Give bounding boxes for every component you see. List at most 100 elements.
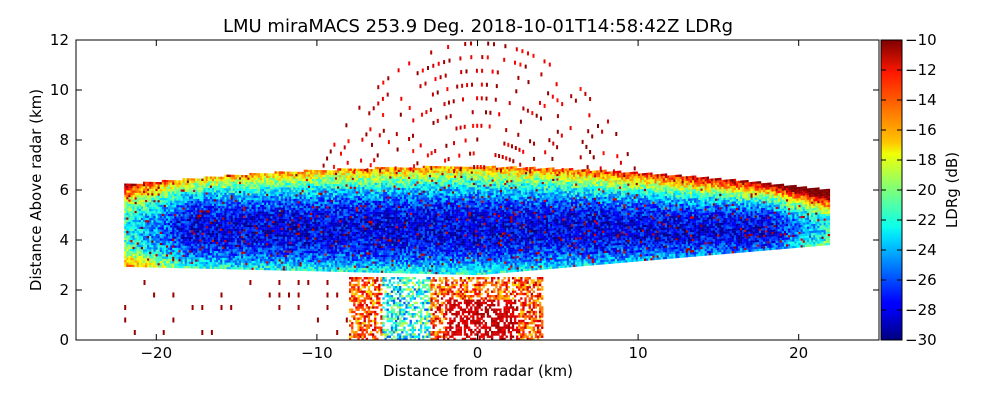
ldr-pixel [168, 184, 171, 187]
ldr-pixel [314, 201, 317, 204]
ldr-pixel [360, 227, 363, 230]
ldr-pixel [201, 241, 204, 244]
ldr-pixel [366, 270, 369, 273]
ldr-pixel [172, 213, 175, 217]
ldr-pixel [278, 214, 281, 217]
ldr-pixel [191, 212, 194, 215]
ldr-pixel [209, 190, 213, 193]
ldr-pixel [335, 264, 338, 268]
ldr-pixel [176, 216, 179, 219]
ldr-pixel [155, 245, 158, 248]
ldr-pixel [318, 197, 321, 200]
ldr-pixel [186, 232, 190, 235]
ldr-pixel [330, 226, 334, 229]
ldr-pixel [255, 263, 258, 266]
ldr-pixel [335, 224, 338, 227]
ldr-pixel [310, 178, 313, 182]
ldr-pixel [165, 234, 169, 237]
ldr-pixel [205, 241, 208, 245]
ldr-pixel [136, 228, 139, 232]
ldr-pixel [165, 231, 169, 235]
ldr-pixel [228, 237, 231, 241]
ldr-pixel [161, 218, 165, 221]
ldr-pixel [320, 244, 323, 247]
ldr-pixel [251, 215, 254, 219]
ldr-pixel [272, 193, 275, 197]
ldr-pixel [201, 261, 204, 265]
ldr-pixel [299, 212, 302, 215]
ldr-pixel [184, 256, 187, 260]
ldr-pixel [287, 268, 290, 271]
ldr-pixel [151, 188, 154, 191]
ldr-pixel [241, 267, 244, 270]
ldr-pixel [201, 180, 204, 184]
ldr-pixel [157, 188, 160, 192]
ldr-pixel [174, 236, 177, 239]
ldr-pixel [184, 216, 187, 219]
ldr-pixel [249, 235, 252, 239]
ldr-pixel [320, 203, 323, 207]
ldr-pixel [209, 239, 213, 242]
ldr-pixel [180, 229, 183, 233]
ldr-pixel [134, 264, 137, 268]
ldr-pixel [159, 249, 162, 252]
ldr-pixel [168, 227, 171, 230]
ldr-pixel [159, 240, 162, 243]
ldr-pixel [312, 199, 315, 202]
ldr-pixel [368, 270, 371, 273]
ldr-pixel [337, 224, 340, 227]
ldr-pixel [222, 239, 225, 243]
ldr-pixel [159, 211, 162, 214]
ldr-pixel [236, 235, 240, 238]
ldr-pixel [140, 246, 144, 250]
ldr-pixel [324, 174, 327, 178]
ldr-pixel [220, 255, 223, 258]
ldr-pixel [151, 181, 154, 185]
ldr-pixel [216, 210, 219, 213]
ldr-pixel [318, 190, 321, 193]
ldr-pixel [136, 206, 139, 209]
ldr-pixel [191, 259, 194, 262]
ldr-pixel [143, 240, 146, 243]
ldr-pixel [151, 240, 154, 243]
ldr-pixel [324, 248, 327, 252]
ldr-pixel [243, 175, 246, 178]
ldr-pixel [284, 252, 288, 255]
ldr-pixel [362, 175, 365, 178]
ldr-pixel [360, 191, 363, 194]
ldr-pixel [145, 238, 148, 241]
ldr-pixel [201, 207, 204, 211]
ldr-pixel [224, 219, 227, 222]
ldr-pixel [295, 241, 298, 244]
ldr-pixel [184, 225, 187, 228]
ldr-pixel [143, 258, 146, 261]
ldr-pixel [176, 232, 179, 235]
ldr-pixel [345, 195, 348, 198]
ldr-pixel [153, 190, 156, 194]
ldr-pixel [230, 188, 233, 191]
ldr-pixel [216, 214, 219, 218]
ldr-pixel [328, 181, 332, 184]
ldr-pixel [161, 195, 165, 198]
ldr-pixel [170, 195, 173, 199]
ldr-pixel [155, 200, 158, 203]
ldr-pixel [262, 207, 265, 210]
ldr-pixel [333, 197, 336, 200]
ldr-pixel [147, 244, 150, 248]
ldr-pixel [307, 250, 311, 254]
ldr-pixel [230, 190, 233, 193]
ldr-pixel [191, 191, 194, 195]
ldr-pixel [364, 216, 367, 219]
ldr-pixel [239, 177, 242, 180]
ldr-pixel [207, 235, 210, 238]
ldr-pixel [239, 237, 242, 241]
ldr-pixel [255, 254, 258, 257]
ldr-pixel [147, 190, 150, 194]
ldr-pixel [138, 260, 142, 263]
ldr-pixel [362, 193, 365, 196]
ldr-pixel [362, 270, 365, 273]
ldr-pixel [249, 233, 252, 237]
ldr-pixel [270, 236, 273, 239]
ldr-pixel [182, 250, 185, 253]
ldr-pixel [274, 191, 277, 194]
